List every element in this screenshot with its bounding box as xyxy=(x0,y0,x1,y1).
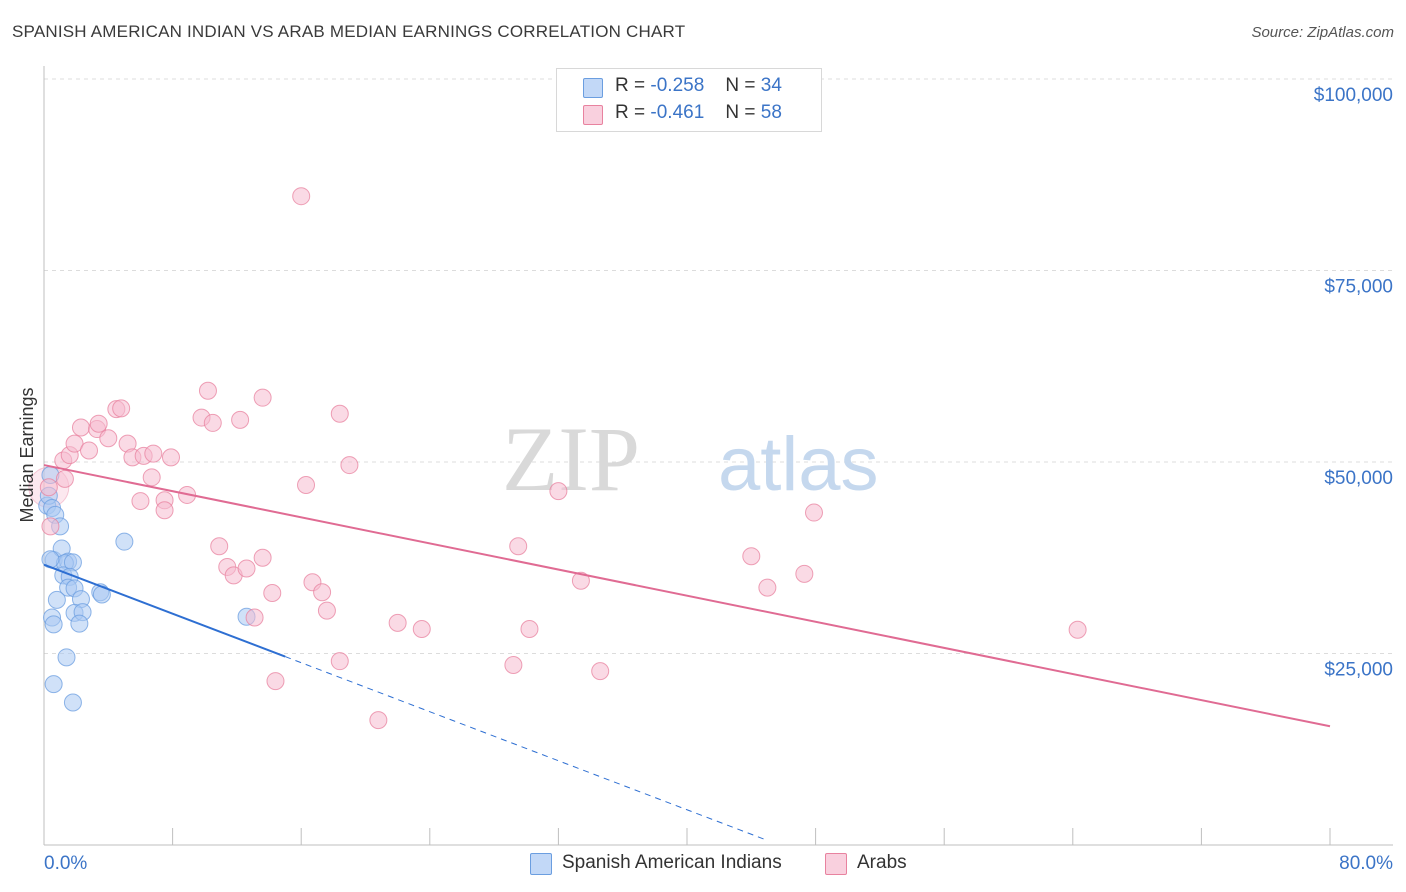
bottom-legend-label-arabs: Arabs xyxy=(857,852,907,873)
bottom-legend-arabs: Arabs xyxy=(825,852,945,876)
data-point-arabs xyxy=(297,475,316,494)
data-point-arabs xyxy=(245,608,264,627)
data-point-arabs xyxy=(520,619,539,638)
data-point-arabs xyxy=(71,418,90,437)
data-point-spanish xyxy=(44,615,63,634)
data-point-arabs xyxy=(231,410,250,429)
data-point-arabs xyxy=(155,501,174,520)
data-point-arabs xyxy=(758,578,777,597)
data-point-arabs xyxy=(795,564,814,583)
data-point-arabs xyxy=(65,434,84,453)
data-point-arabs xyxy=(263,583,282,602)
data-point-arabs xyxy=(80,441,99,460)
data-point-arabs xyxy=(412,619,431,638)
legend-n-value: 58 xyxy=(760,102,782,123)
bottom-swatch-spanish xyxy=(530,853,552,875)
data-point-arabs xyxy=(253,548,272,567)
trend-line-spanish-dashed xyxy=(284,656,768,841)
data-point-arabs xyxy=(591,662,610,681)
data-point-arabs xyxy=(253,388,272,407)
data-point-arabs xyxy=(571,571,590,590)
axes xyxy=(43,66,1393,846)
data-point-arabs xyxy=(804,503,823,522)
data-point-arabs xyxy=(292,187,311,206)
data-point-arabs xyxy=(161,448,180,467)
x-tick-label: 0.0% xyxy=(44,853,87,874)
trend-line-spanish xyxy=(43,563,286,658)
watermark: ZIP atlas xyxy=(502,408,879,510)
legend-r-value: -0.258 xyxy=(650,75,705,96)
legend-n-value: 34 xyxy=(760,75,782,96)
data-point-spanish xyxy=(57,648,76,667)
legend-r-label: R = xyxy=(615,102,646,123)
data-point-arabs xyxy=(340,456,359,475)
data-point-arabs xyxy=(388,613,407,632)
data-point-arabs xyxy=(198,381,217,400)
data-point-arabs xyxy=(317,601,336,620)
data-point-arabs xyxy=(509,537,528,556)
bottom-swatch-arabs xyxy=(825,853,847,875)
y-axis-label: Median Earnings xyxy=(17,387,37,522)
legend-n-label: N = xyxy=(725,75,756,96)
data-point-arabs xyxy=(549,482,568,501)
data-point-spanish xyxy=(44,675,63,694)
legend-swatch-spanish xyxy=(583,78,603,98)
bottom-legend-label-spanish: Spanish American Indians xyxy=(562,852,782,873)
x-tick-label: 80.0% xyxy=(1339,853,1393,874)
data-point-arabs xyxy=(330,404,349,423)
y-tick-label: $25,000 xyxy=(1324,660,1393,681)
chart-title: SPANISH AMERICAN INDIAN VS ARAB MEDIAN E… xyxy=(12,22,686,41)
data-point-arabs xyxy=(99,429,118,448)
watermark-atlas: atlas xyxy=(718,422,879,507)
data-point-arabs xyxy=(142,468,161,487)
data-point-spanish xyxy=(115,532,134,551)
data-point-arabs xyxy=(313,583,332,602)
data-point-spanish xyxy=(70,614,89,633)
bottom-legend-spanish: Spanish American Indians xyxy=(530,852,810,876)
legend-n-label: N = xyxy=(725,102,756,123)
y-tick-label: $100,000 xyxy=(1314,85,1393,106)
data-point-arabs xyxy=(330,652,349,671)
data-point-spanish xyxy=(47,590,66,609)
legend-swatch-arabs xyxy=(583,105,603,125)
data-point-arabs xyxy=(237,559,256,578)
data-point-arabs xyxy=(203,413,222,432)
data-point-arabs xyxy=(369,711,388,730)
watermark-zip: ZIP xyxy=(502,408,640,510)
correlation-legend: R = -0.258 N = 34 R = -0.461 N = 58 xyxy=(556,68,822,132)
legend-r-label: R = xyxy=(615,75,646,96)
y-tick-label: $75,000 xyxy=(1324,277,1393,298)
source-label: Source: ZipAtlas.com xyxy=(1251,24,1394,41)
data-point-arabs xyxy=(112,399,131,418)
data-point-arabs xyxy=(131,492,150,511)
data-point-arabs xyxy=(41,517,60,536)
data-point-spanish xyxy=(63,693,82,712)
y-tick-label: $50,000 xyxy=(1324,468,1393,489)
legend-r-value: -0.461 xyxy=(650,102,705,123)
data-point-arabs xyxy=(55,469,74,488)
data-point-arabs xyxy=(266,672,285,691)
data-point-arabs xyxy=(39,478,58,497)
data-point-arabs xyxy=(210,537,229,556)
trend-line-arabs xyxy=(43,464,1331,728)
data-point-arabs xyxy=(144,444,163,463)
data-point-arabs xyxy=(1068,620,1087,639)
data-point-arabs xyxy=(89,414,108,433)
data-point-arabs xyxy=(504,655,523,674)
data-point-arabs xyxy=(742,547,761,566)
